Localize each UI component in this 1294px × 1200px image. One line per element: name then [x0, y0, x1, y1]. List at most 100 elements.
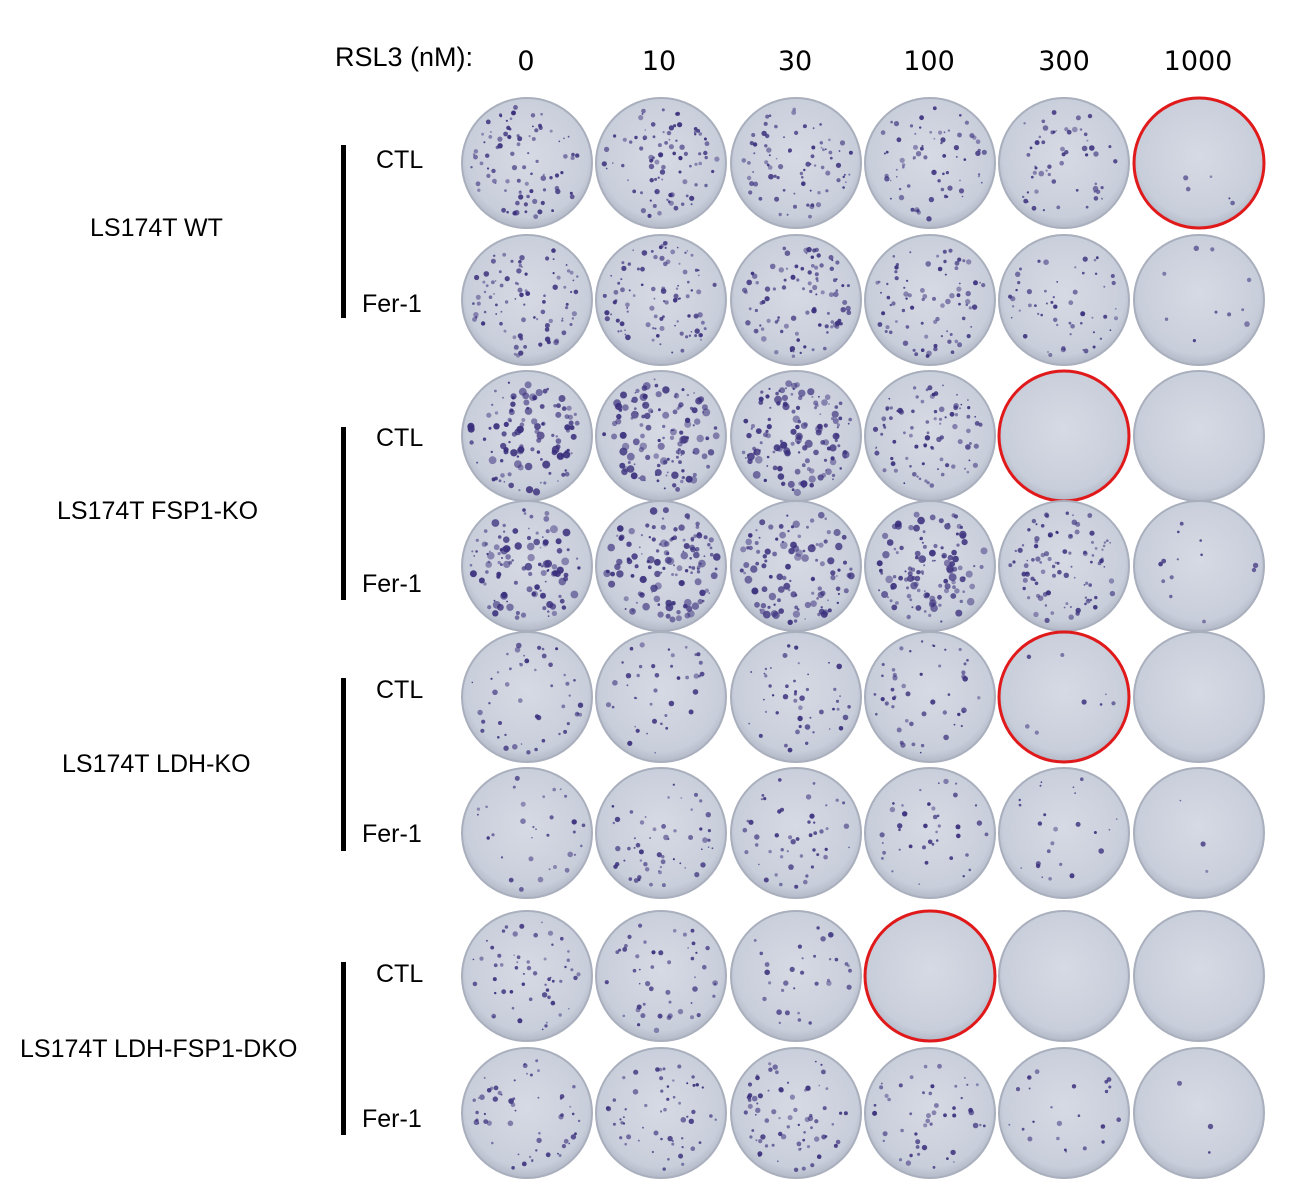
colony: [920, 743, 925, 748]
colony: [662, 1167, 666, 1171]
colony: [1033, 544, 1039, 549]
colony: [679, 862, 682, 865]
colony: [794, 553, 802, 561]
colony: [561, 1144, 567, 1149]
colony: [838, 150, 841, 152]
colony: [557, 1152, 559, 1155]
colony: [637, 1023, 641, 1027]
colony: [746, 546, 750, 550]
colony: [805, 874, 809, 878]
colony: [796, 338, 800, 342]
colony: [662, 131, 665, 134]
colony: [1061, 152, 1066, 157]
colony: [648, 536, 651, 539]
colony: [690, 956, 695, 961]
colony: [814, 1136, 820, 1142]
colony: [808, 475, 816, 483]
colony: [942, 249, 947, 254]
colony: [910, 582, 918, 590]
colony: [660, 457, 668, 465]
colony: [909, 124, 914, 128]
colony: [765, 433, 771, 439]
colony: [764, 667, 768, 671]
colony: [697, 274, 700, 277]
colony: [694, 792, 698, 797]
colony: [786, 1081, 790, 1084]
colony: [508, 482, 514, 489]
colony: [882, 850, 886, 855]
plate-g2-ctl-dose-30: [730, 370, 862, 502]
plate-dish: [461, 234, 593, 366]
colony: [625, 334, 631, 341]
colony: [890, 461, 896, 467]
colony: [556, 275, 561, 280]
colony: [815, 558, 819, 562]
colony: [748, 190, 753, 195]
colony: [936, 254, 940, 258]
colony: [797, 715, 803, 722]
colony: [650, 584, 658, 592]
colony: [483, 529, 488, 533]
colony: [751, 424, 755, 428]
colony: [551, 943, 554, 946]
colony: [511, 1166, 515, 1170]
colony: [522, 392, 530, 400]
colony: [966, 428, 971, 434]
colony: [621, 163, 625, 168]
colony: [649, 702, 653, 706]
colony: [1084, 602, 1087, 606]
colony: [676, 676, 681, 680]
colony: [503, 131, 508, 137]
colony: [548, 868, 551, 871]
colony: [782, 246, 787, 251]
colony: [528, 571, 533, 577]
colony: [664, 714, 668, 717]
colony: [691, 602, 700, 610]
colony: [957, 712, 961, 717]
colony: [965, 298, 971, 305]
colony: [542, 188, 547, 192]
colony: [837, 444, 841, 448]
colony: [807, 1115, 814, 1122]
colony: [502, 396, 504, 399]
colony: [938, 406, 945, 413]
colony: [630, 410, 639, 419]
colony: [778, 1116, 781, 1120]
colony: [1103, 541, 1107, 544]
colony: [804, 439, 813, 448]
colony: [704, 155, 708, 160]
colony: [549, 176, 553, 180]
colony: [791, 354, 796, 358]
colony: [694, 418, 701, 425]
colony: [792, 107, 796, 112]
colony: [691, 1075, 695, 1079]
colony: [490, 258, 496, 264]
colony: [1040, 313, 1043, 317]
colony: [638, 982, 641, 985]
colony: [1228, 197, 1231, 200]
colony: [682, 538, 686, 542]
colony: [915, 555, 919, 560]
colony: [479, 1094, 485, 1100]
colony: [1025, 571, 1029, 575]
colony: [752, 142, 758, 147]
colony: [573, 853, 577, 856]
colony: [1092, 331, 1095, 334]
colony: [1068, 300, 1074, 306]
colony: [637, 875, 642, 880]
colony: [653, 453, 659, 459]
colony: [676, 246, 679, 249]
colony: [794, 593, 798, 597]
colony: [1085, 205, 1089, 209]
colony: [604, 310, 610, 316]
colony: [930, 446, 935, 450]
colony: [530, 172, 533, 176]
colony: [691, 566, 696, 570]
colony: [682, 269, 688, 275]
colony: [640, 191, 643, 195]
colony: [1177, 530, 1180, 534]
colony: [561, 319, 564, 322]
colony: [572, 1085, 576, 1089]
colony: [805, 161, 811, 167]
colony: [1082, 271, 1085, 275]
